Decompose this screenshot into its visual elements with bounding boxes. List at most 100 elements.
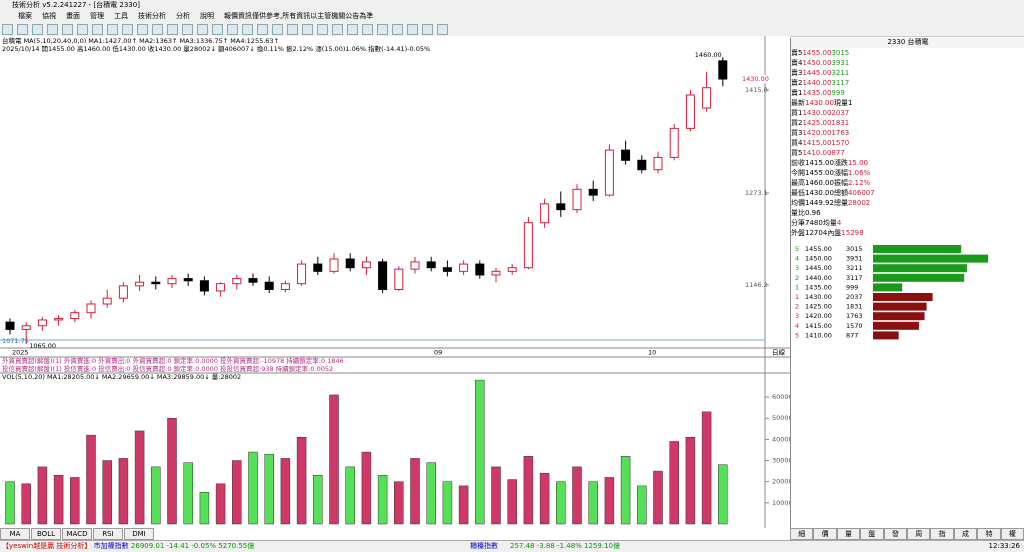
menu-item[interactable]: 技術分析 [138,12,166,20]
depth-price: 1450.00 [805,254,832,262]
index-value: 26909.01 -14.41 -0.05% 5270.55億 [130,542,255,550]
quote-tab[interactable]: 量 [836,528,861,540]
y-tick-label: 30000 [772,457,790,465]
quote-cell: 1445.00 [802,69,832,77]
depth-level: 3 [795,264,799,272]
tool-button[interactable] [242,24,253,35]
tool-button[interactable] [107,24,118,35]
depth-price: 1440.00 [805,273,832,281]
menu-item[interactable]: 管理 [90,12,104,20]
tool-button[interactable] [302,24,313,35]
quote-row: 買21425.001831 [791,118,1024,128]
tool-button[interactable] [62,24,73,35]
x-label: 09 [434,349,442,357]
tool-button[interactable] [272,24,283,35]
quote-cell: 1430.00 [805,99,834,107]
depth-qty: 3117 [846,273,863,281]
menu-item[interactable]: 分析 [176,12,190,20]
candle-body [491,270,501,276]
quote-tab[interactable]: 權 [1000,528,1024,540]
tool-button[interactable] [77,24,88,35]
depth-level: 2 [795,302,799,310]
indicator: 投信買賣超(解盤)(1) 投信賣進:0 投信賣出:0 投信買賣超:0 鎖定率:0… [2,364,333,373]
depth-price: 1445.00 [805,264,832,272]
tool-button[interactable] [17,24,28,35]
depth-level: 3 [795,312,799,320]
menu-item[interactable]: 工具 [114,12,128,20]
quote-row: 外盤12704內盤15298 [791,228,1024,238]
tool-button[interactable] [47,24,58,35]
quote-tab[interactable]: 發 [883,528,908,540]
volume-bar [215,483,226,525]
volume-bar [232,460,242,525]
quote-tab[interactable]: 指 [930,528,954,540]
quote-tab[interactable]: 價 [813,528,837,540]
tool-button[interactable] [407,24,418,35]
quote-tab[interactable]: 細 [790,528,814,540]
quote-tab[interactable]: 成 [953,528,978,540]
volume-bar [345,466,355,525]
tool-button[interactable] [392,24,403,35]
tool-button[interactable] [377,24,388,35]
quote-cell: 1425.00 [802,119,832,127]
volume-bar [183,462,193,525]
tool-button[interactable] [317,24,328,35]
candle-body [394,268,404,290]
last-box [742,75,766,84]
quote-tab[interactable]: 特 [977,528,1001,540]
menu-item[interactable]: 協視 [42,12,56,20]
candle-body [604,149,614,196]
tool-button[interactable] [32,24,43,35]
menu-item[interactable]: 檔案 [18,12,32,20]
tool-button[interactable] [212,24,223,35]
quote-row: 前收1415.00漲跌15.00 [791,158,1024,168]
last-label: 1430.00 [742,75,769,83]
volume-bar [718,464,728,525]
candle-body [475,263,485,276]
tool-button[interactable] [362,24,373,35]
tool-button[interactable] [257,24,268,35]
volume-bar [410,458,420,525]
chart-tab[interactable]: MACD [62,528,92,540]
menu-item[interactable]: 畫面 [66,12,80,20]
y-tick-label: 1146.2 [745,281,768,289]
quote-row: 賣31445.003211 [791,68,1024,78]
candle-body [264,281,274,290]
quote-header: 2330 台積電 [791,38,1024,48]
tool-button[interactable] [92,24,103,35]
tool-button[interactable] [137,24,148,35]
candle-body [297,263,307,285]
quote-tab[interactable]: 周 [907,528,931,540]
tool-button[interactable] [347,24,358,35]
quote-cell: 4 [836,219,842,227]
chart-tab[interactable]: BOLL [31,528,61,540]
candle-body [280,283,290,290]
tool-button[interactable] [437,24,448,35]
volume-bar [37,466,48,525]
tool-button[interactable] [182,24,193,35]
tool-button[interactable] [287,24,298,35]
tool-button[interactable] [152,24,163,35]
quote-tab[interactable]: 盤 [860,528,884,540]
volume-bar [70,477,80,525]
chart-tab[interactable]: RSI [93,528,123,540]
tool-button[interactable] [122,24,133,35]
tool-button[interactable] [332,24,343,35]
quote-cell: 1449.92 [805,199,834,207]
menu-item[interactable]: 說明 [200,12,214,20]
tool-button[interactable] [197,24,208,35]
chart-tab[interactable]: MA [0,528,30,540]
candle-body [118,285,128,299]
chart-tab[interactable]: DMI [124,528,154,540]
quote-cell: 15.00 [847,159,868,167]
quote-row: 買51410.00877 [791,148,1024,158]
tool-button[interactable] [2,24,13,35]
quote-cell: 1415.00 [802,139,832,147]
volume-bar [588,481,598,525]
tool-button[interactable] [167,24,178,35]
quote-cell: 1460.00 [805,179,834,187]
quote-cell: 3015 [831,49,850,57]
tool-button[interactable] [227,24,238,35]
tool-button[interactable] [422,24,433,35]
menu-item[interactable]: 報價資訊僅供參考,所有資訊以主管機關公告為準 [224,12,374,20]
